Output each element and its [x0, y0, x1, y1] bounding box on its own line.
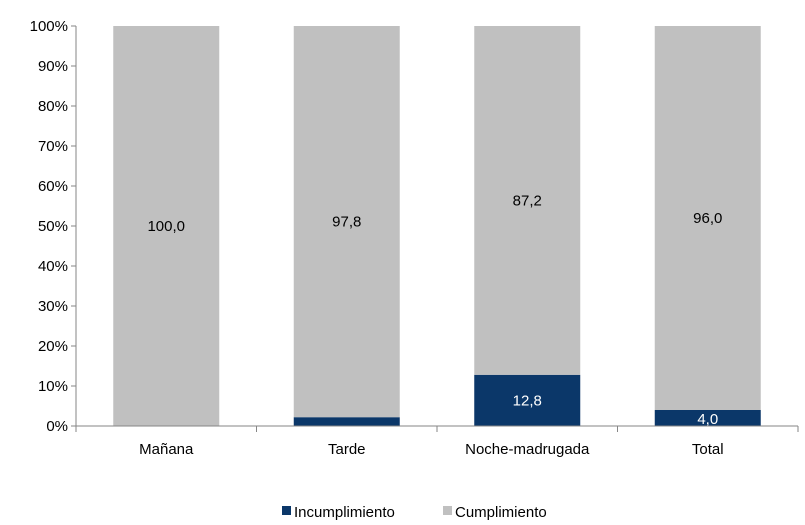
- data-label: 4,0: [697, 411, 718, 428]
- x-axis: Mañana Tarde Noche-madrugada Total: [75, 425, 799, 458]
- data-label: 96,0: [693, 210, 722, 227]
- bar-segment-cumplimiento: [293, 26, 400, 418]
- bars: 100,02,297,812,887,24,096,0: [113, 26, 761, 428]
- y-tick-label: 80%: [38, 98, 68, 115]
- legend: Incumplimiento Cumplimiento: [282, 504, 547, 521]
- y-tick-label: 30%: [38, 298, 68, 315]
- bar-segment-cumplimiento: [474, 26, 581, 375]
- legend-label: Cumplimiento: [455, 504, 547, 521]
- y-axis: 0% 10% 20% 30% 40% 50% 60% 70% 80% 90% 100%: [30, 18, 77, 435]
- bar-segment-cumplimiento: [113, 26, 220, 426]
- y-tick-label: 40%: [38, 258, 68, 275]
- y-tick-label: 90%: [38, 58, 68, 75]
- data-label: 12,8: [513, 392, 542, 409]
- bar-segment-incumplimiento: [654, 410, 761, 426]
- legend-label: Incumplimiento: [294, 504, 395, 521]
- legend-swatch: [282, 506, 291, 515]
- y-tick-label: 60%: [38, 178, 68, 195]
- y-tick-label: 70%: [38, 138, 68, 155]
- x-category-label: Mañana: [139, 441, 194, 458]
- x-category-label: Total: [692, 441, 724, 458]
- y-tick-label: 0%: [46, 418, 68, 435]
- legend-swatch: [443, 506, 452, 515]
- bar-segment-cumplimiento: [654, 26, 761, 410]
- y-tick-label: 20%: [38, 338, 68, 355]
- y-tick-label: 50%: [38, 218, 68, 235]
- data-label: 100,0: [147, 218, 185, 235]
- y-tick-label: 10%: [38, 378, 68, 395]
- y-tick-label: 100%: [30, 18, 68, 35]
- bar-segment-incumplimiento: [474, 374, 581, 426]
- x-category-label: Tarde: [328, 441, 366, 458]
- bar-segment-incumplimiento: [293, 417, 400, 426]
- data-label: 97,8: [332, 214, 361, 231]
- data-label: 87,2: [513, 192, 542, 209]
- x-category-label: Noche-madrugada: [465, 441, 590, 458]
